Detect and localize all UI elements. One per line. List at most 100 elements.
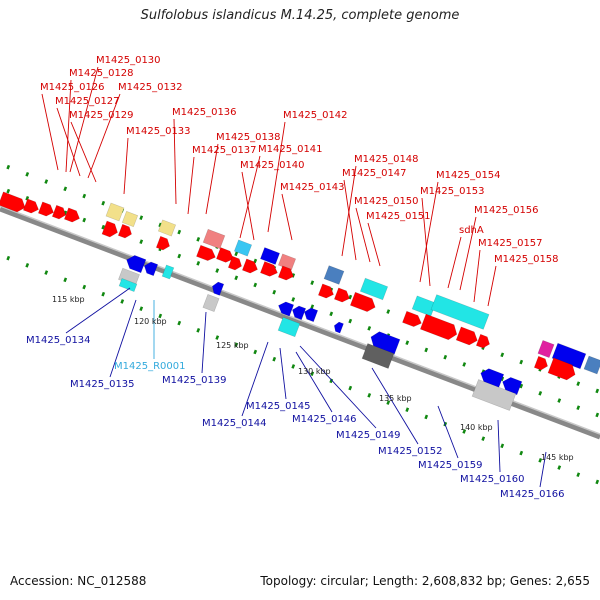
gene-feature (202, 293, 220, 313)
upper-leader (65, 79, 72, 173)
dot-upper-outer (6, 164, 11, 170)
dot-upper-inner (291, 297, 296, 302)
dot-upper-inner (196, 261, 201, 266)
gene-feature (277, 316, 301, 338)
dot-upper-outer (177, 229, 182, 235)
gene-feature (51, 204, 66, 220)
dot-upper-outer (25, 172, 30, 177)
lower-gene-label: M1425_0139 (162, 375, 227, 386)
lower-gene-label: M1425_0152 (378, 446, 443, 457)
gene-feature (126, 255, 147, 274)
dot-lower-outer (139, 306, 144, 311)
dot-lower-outer (63, 277, 68, 283)
gene-feature (471, 379, 517, 411)
gene-features (0, 191, 600, 411)
upper-leader (267, 121, 286, 233)
dot-upper-outer (44, 179, 49, 184)
upper-leader (69, 66, 99, 173)
scale-tick-label: 115 kbp (52, 295, 85, 304)
lower-gene-label: M1425_0146 (292, 414, 357, 425)
gene-feature (333, 287, 350, 303)
upper-leader (239, 155, 261, 239)
upper-gene-label: M1425_0147 (342, 168, 407, 179)
dot-upper-inner (424, 347, 429, 353)
dot-lower-outer (177, 320, 182, 326)
gene-feature (196, 244, 216, 261)
lower-leader (201, 311, 207, 374)
gene-feature (278, 301, 295, 317)
dot-upper-inner (443, 354, 448, 360)
dot-upper-inner (595, 412, 600, 418)
dot-lower-outer (196, 328, 201, 333)
upper-leader (187, 156, 195, 215)
dot-lower-outer (329, 378, 334, 384)
dot-lower-outer (576, 472, 581, 478)
upper-gene-label: sdhA (459, 225, 484, 236)
dot-upper-outer (139, 215, 144, 220)
lower-gene-label: M1425_0145 (246, 401, 311, 412)
lower-gene-label: M1425_0159 (418, 460, 483, 471)
gene-feature (304, 307, 319, 323)
genome-title: Sulfolobus islandicus M.14.25, complete … (140, 8, 460, 23)
upper-leader (205, 143, 219, 215)
dot-lower-outer (215, 335, 220, 340)
dot-lower-outer (386, 400, 391, 405)
upper-gene-label: M1425_0156 (474, 205, 539, 216)
dot-lower-outer (367, 392, 372, 398)
gene-feature (277, 265, 294, 281)
dot-upper-inner (177, 253, 182, 259)
lower-gene-label: M1425_0134 (26, 335, 91, 346)
dot-upper-inner (329, 311, 334, 317)
upper-gene-label: M1425_0143 (280, 182, 345, 193)
dot-lower-outer (272, 356, 277, 362)
upper-leader (473, 249, 481, 303)
lower-gene-label: M1425_0160 (460, 474, 525, 485)
upper-leader (487, 265, 497, 307)
dot-upper-inner (272, 289, 277, 295)
dot-upper-outer (82, 193, 87, 199)
gene-feature (583, 355, 600, 375)
upper-leader (41, 93, 59, 171)
upper-gene-label: M1425_0141 (258, 144, 323, 155)
dot-lower-outer (500, 443, 505, 449)
upper-leader (367, 222, 381, 267)
dot-upper-inner (405, 340, 410, 346)
upper-leader (173, 118, 177, 205)
accession-text: Accession: NC_012588 (10, 574, 147, 588)
lower-gene-label: M1425_0166 (500, 489, 565, 500)
upper-leader (343, 179, 357, 261)
gene-feature (551, 342, 587, 370)
gene-feature (0, 191, 26, 213)
dot-upper-inner (576, 405, 581, 411)
gene-feature (370, 331, 401, 355)
dot-lower-outer (101, 291, 106, 297)
dot-lower-outer (234, 342, 239, 348)
gene-feature (537, 339, 555, 359)
gene-feature (430, 294, 490, 330)
gene-feature (101, 220, 118, 238)
topology-text: Topology: circular; Length: 2,608,832 bp… (260, 574, 590, 588)
gene-feature (359, 277, 389, 301)
dot-lower-outer (405, 407, 410, 413)
upper-gene-label: M1425_0133 (126, 126, 191, 137)
gene-feature (241, 258, 258, 274)
upper-leader (459, 216, 477, 291)
gene-feature (475, 333, 490, 349)
gene-feature (260, 261, 278, 277)
dot-lower-outer (538, 457, 543, 463)
upper-leader (87, 93, 121, 179)
dot-upper-outer (500, 352, 505, 358)
gene-feature (216, 247, 234, 263)
upper-gene-label: M1425_0157 (478, 238, 543, 249)
gene-feature (155, 235, 170, 251)
upper-gene-label: M1425_0129 (69, 110, 134, 121)
dot-upper-inner (25, 196, 30, 201)
upper-gene-label: M1425_0151 (366, 211, 431, 222)
gene-feature (105, 202, 125, 222)
dot-lower-outer (158, 313, 163, 319)
dot-lower-outer (424, 414, 429, 420)
gene-feature (118, 278, 138, 292)
dot-upper-inner (348, 318, 353, 324)
dot-upper-inner (234, 275, 239, 281)
dot-upper-inner (6, 188, 11, 194)
